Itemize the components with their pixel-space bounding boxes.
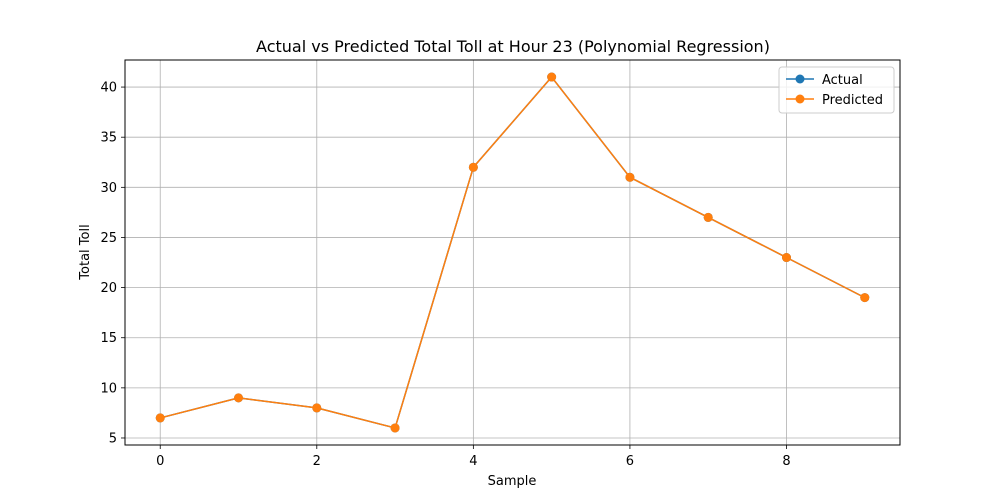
x-axis-title: Sample: [488, 474, 537, 489]
legend-label-predicted: Predicted: [822, 93, 883, 108]
legend-label-actual: Actual: [822, 73, 863, 88]
data-point-predicted: [625, 172, 635, 182]
grid-lines: [125, 60, 900, 445]
y-tick-label: 20: [100, 281, 117, 296]
x-tick-label: 6: [626, 454, 634, 469]
data-point-predicted: [390, 423, 400, 433]
x-tick-label: 8: [782, 454, 790, 469]
y-tick-label: 30: [100, 181, 117, 196]
y-tick-label: 15: [100, 331, 117, 346]
legend: Actual Predicted: [778, 66, 895, 114]
y-tick-label: 10: [100, 381, 117, 396]
axis-ticks: 0 2 4 6 8 5 10 15 20 25 30 35 40: [100, 81, 790, 469]
data-point-predicted: [312, 403, 322, 413]
data-point-predicted: [703, 212, 713, 222]
series-layer: [155, 72, 870, 433]
data-point-predicted: [781, 253, 791, 263]
x-tick-label: 4: [469, 454, 477, 469]
x-tick-label: 2: [313, 454, 321, 469]
y-tick-label: 40: [100, 81, 117, 96]
data-point-predicted: [860, 293, 870, 303]
plot-area-frame: [124, 59, 901, 446]
data-point-predicted: [234, 393, 244, 403]
legend-marker-predicted: [795, 94, 805, 104]
series-line-predicted: [160, 76, 866, 429]
legend-marker-actual: [795, 74, 805, 84]
y-axis-title: Total Toll: [78, 224, 93, 280]
data-point-predicted: [468, 162, 478, 172]
data-point-predicted: [547, 72, 557, 82]
y-tick-label: 25: [100, 231, 117, 246]
x-tick-label: 0: [156, 454, 164, 469]
data-point-predicted: [155, 413, 165, 423]
y-tick-label: 5: [109, 431, 117, 446]
y-tick-label: 35: [100, 131, 117, 146]
chart-title: Actual vs Predicted Total Toll at Hour 2…: [256, 37, 770, 56]
